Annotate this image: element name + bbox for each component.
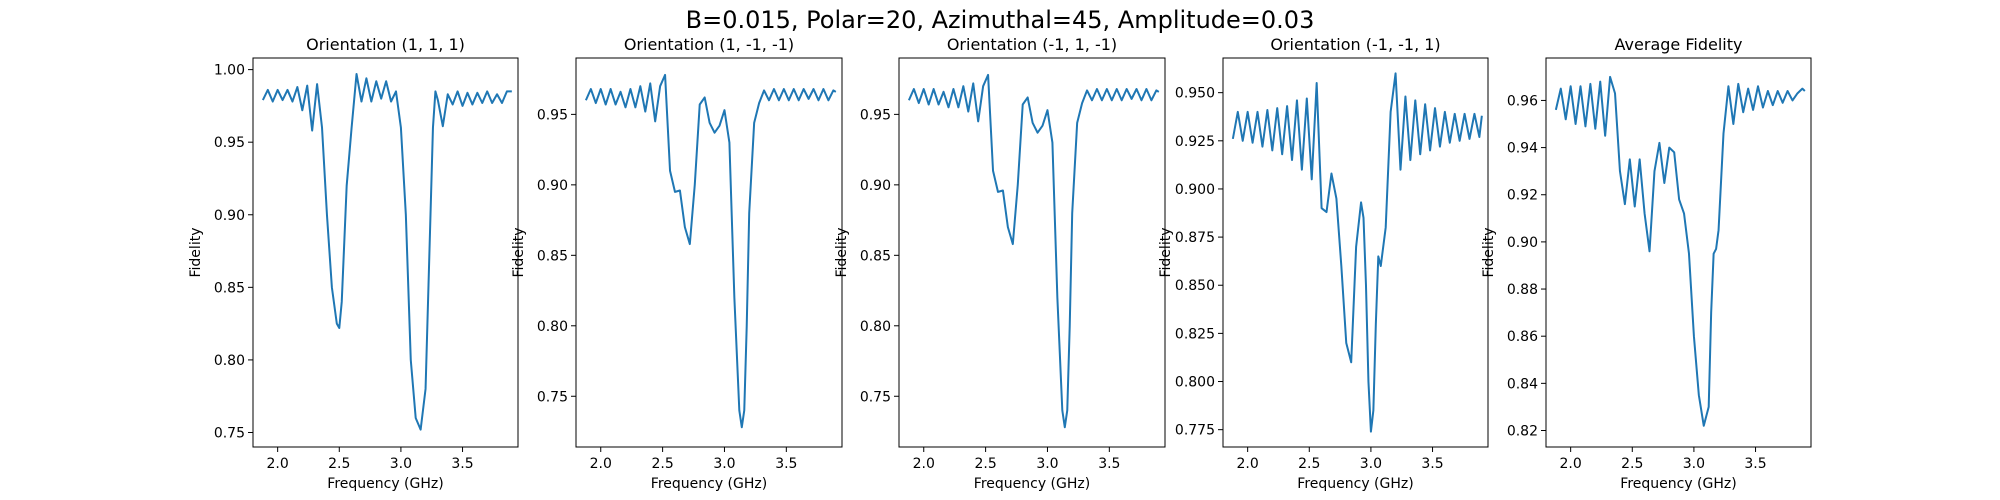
y-tick-label: 0.850	[1175, 278, 1215, 294]
y-tick-label: 0.82	[1507, 423, 1538, 439]
y-tick-label: 0.86	[1507, 329, 1538, 345]
x-tick-label: 2.5	[328, 456, 350, 472]
x-axis-label: Frequency (GHz)	[327, 476, 443, 492]
y-tick-label: 0.80	[860, 319, 891, 335]
y-tick-label: 0.75	[214, 425, 245, 441]
y-tick-label: 0.88	[1507, 282, 1538, 298]
y-axis-label: Fidelity	[188, 228, 204, 278]
y-tick-label: 0.95	[860, 107, 891, 123]
subplot-title: Average Fidelity	[1615, 35, 1743, 54]
x-tick-label: 2.5	[651, 456, 673, 472]
y-tick-label: 0.94	[1507, 141, 1538, 157]
axes-frame	[252, 57, 519, 448]
y-tick-label: 0.75	[860, 389, 891, 405]
x-tick-label: 2.0	[913, 456, 935, 472]
subplot-title: Orientation (1, -1, -1)	[624, 35, 794, 54]
y-tick-label: 0.90	[537, 178, 568, 194]
subplot-4: Orientation (-1, -1, 1) 2.0 2.5 3.0 3.5 0.775…	[1158, 35, 1489, 492]
x-tick-label: 2.5	[1621, 456, 1643, 472]
y-tick-label: 0.84	[1507, 376, 1538, 392]
x-tick-label: 3.5	[451, 456, 473, 472]
x-tick-label: 3.5	[775, 456, 797, 472]
subplot-3: Orientation (-1, 1, -1) 2.0 2.5 3.0 3.5 0.75 0…	[834, 35, 1166, 492]
figure-suptitle: B=0.015, Polar=20, Azimuthal=45, Amplitu…	[686, 6, 1315, 34]
y-axis-label: Fidelity	[1158, 228, 1174, 278]
x-tick-label: 2.0	[267, 456, 289, 472]
y-tick-label: 1.00	[214, 63, 245, 79]
y-tick-label: 0.95	[214, 135, 245, 151]
y-axis-label: Fidelity	[834, 228, 850, 278]
y-tick-label: 0.85	[537, 248, 568, 264]
subplot-2: Orientation (1, -1, -1) 2.0 2.5 3.0 3.5 0.75 0…	[511, 35, 843, 492]
y-tick-label: 0.90	[1507, 235, 1538, 251]
y-axis-label: Fidelity	[1481, 228, 1497, 278]
x-tick-label: 3.5	[1744, 456, 1766, 472]
subplot-5: Average Fidelity 2.0 2.5 3.0 3.5 0.82 0.84 0.86…	[1481, 35, 1812, 492]
y-tick-label: 0.75	[537, 389, 568, 405]
y-tick-label: 0.95	[537, 107, 568, 123]
subplot-title: Orientation (-1, 1, -1)	[947, 35, 1117, 54]
y-tick-label: 0.96	[1507, 93, 1538, 109]
subplot-1: Orientation (1, 1, 1) 2.0 2.5 3.0 3.5 0.75 0.8…	[188, 35, 519, 492]
subplot-title: Orientation (1, 1, 1)	[306, 35, 465, 54]
x-tick-label: 2.5	[1298, 456, 1320, 472]
y-tick-label: 0.90	[214, 208, 245, 224]
y-tick-label: 0.80	[537, 319, 568, 335]
axes-frame	[575, 57, 843, 448]
x-tick-label: 2.5	[974, 456, 996, 472]
series-line	[907, 73, 1160, 429]
x-axis-label: Frequency (GHz)	[651, 476, 767, 492]
y-tick-label: 0.90	[860, 178, 891, 194]
y-tick-label: 0.875	[1175, 230, 1215, 246]
x-axis-label: Frequency (GHz)	[1297, 476, 1413, 492]
axes-frame	[1545, 57, 1812, 448]
series-line	[1231, 72, 1483, 433]
x-tick-label: 3.0	[713, 456, 735, 472]
y-tick-label: 0.825	[1175, 326, 1215, 342]
subplot-title: Orientation (-1, -1, 1)	[1270, 35, 1440, 54]
y-tick-label: 0.925	[1175, 134, 1215, 150]
x-tick-label: 2.0	[1560, 456, 1582, 472]
y-tick-label: 0.800	[1175, 375, 1215, 391]
x-tick-label: 3.0	[1036, 456, 1058, 472]
x-tick-label: 2.0	[1237, 456, 1259, 472]
x-tick-label: 2.0	[590, 456, 612, 472]
y-tick-label: 0.80	[214, 353, 245, 369]
series-line	[261, 72, 512, 431]
y-tick-label: 0.85	[214, 280, 245, 296]
x-tick-label: 3.5	[1421, 456, 1443, 472]
y-tick-label: 0.775	[1175, 423, 1215, 439]
series-line	[584, 73, 837, 429]
x-tick-label: 3.0	[1683, 456, 1705, 472]
x-tick-label: 3.0	[390, 456, 412, 472]
y-axis-label: Fidelity	[511, 228, 527, 278]
axes-frame	[1222, 57, 1489, 448]
y-tick-label: 0.92	[1507, 188, 1538, 204]
x-axis-label: Frequency (GHz)	[1620, 476, 1736, 492]
x-axis-label: Frequency (GHz)	[974, 476, 1090, 492]
y-tick-label: 0.950	[1175, 86, 1215, 102]
axes-frame	[898, 57, 1166, 448]
x-tick-label: 3.5	[1098, 456, 1120, 472]
x-tick-label: 3.0	[1360, 456, 1382, 472]
series-line	[1554, 75, 1806, 427]
y-tick-label: 0.900	[1175, 182, 1215, 198]
y-tick-label: 0.85	[860, 248, 891, 264]
